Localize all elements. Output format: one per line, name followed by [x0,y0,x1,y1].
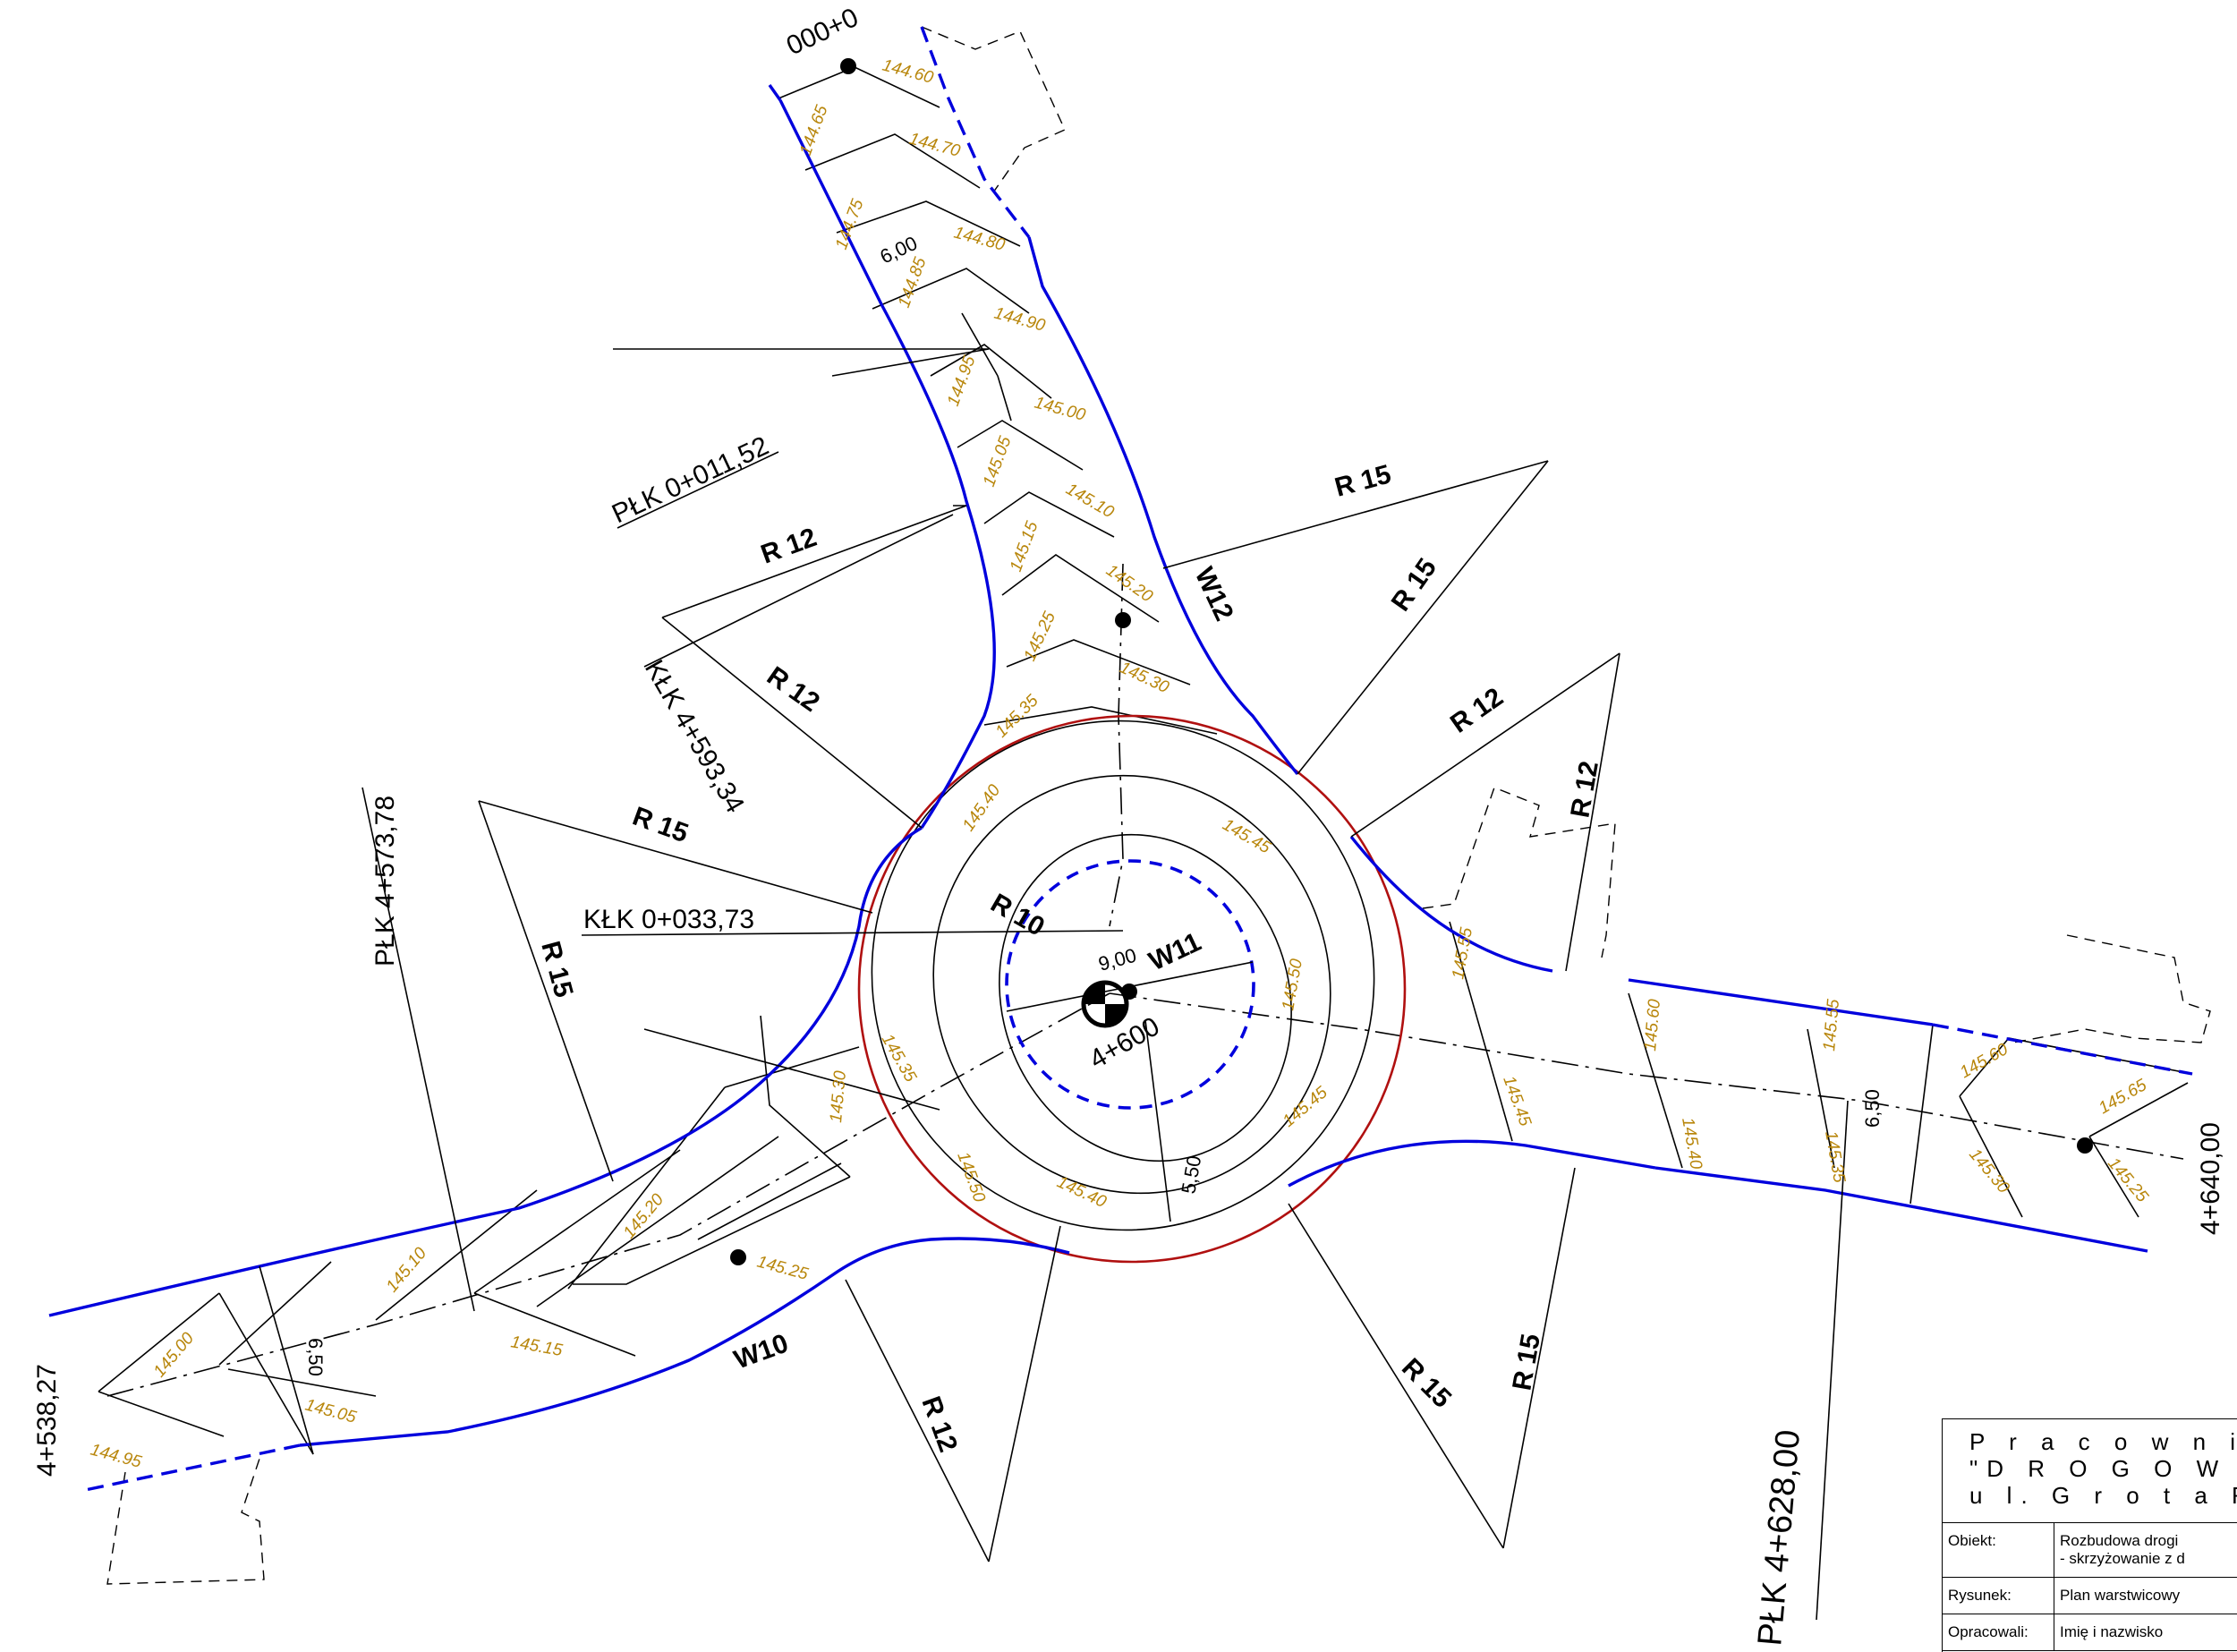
label-klk-4593: KŁK 4+593,34 [639,655,750,818]
label-w12: W12 [1189,563,1239,626]
leader-lines [259,348,1849,1621]
author-label: Opracowali: [1943,1614,2054,1650]
dim-9-00: 9,00 [1096,944,1139,975]
svg-text:145.55: 145.55 [1820,998,1843,1052]
svg-text:145.15: 145.15 [509,1333,564,1360]
svg-text:KŁK 0+033,73: KŁK 0+033,73 [583,905,754,934]
label-w11: W11 [1144,927,1205,976]
svg-text:145.05: 145.05 [303,1396,359,1427]
svg-text:144.80: 144.80 [952,224,1008,255]
svg-text:145.40: 145.40 [1678,1116,1705,1171]
svg-text:145.50: 145.50 [1279,958,1306,1012]
svg-text:145.40: 145.40 [1054,1172,1110,1212]
label-r15-4: R 15 [535,938,578,1001]
survey-points [730,58,2093,1265]
label-r15-6: R 15 [1507,1332,1546,1392]
label-r15-1: R 15 [1331,459,1394,502]
svg-text:144.95: 144.95 [89,1441,144,1472]
roundabout-inner-island [1005,859,1255,1110]
svg-text:145.10: 145.10 [383,1244,431,1296]
svg-text:145.10: 145.10 [1063,480,1118,522]
company-name-line-2: "D R O G O W N I C [1969,1455,2237,1482]
label-w10: W10 [730,1328,792,1375]
svg-text:144.95: 144.95 [944,353,980,409]
grading-lines [98,66,2193,1455]
title-row-drawing: Rysunek: Plan warstwicowy [1943,1578,2237,1614]
dim-6-50-west: 6,50 [304,1338,327,1376]
svg-text:145.25: 145.25 [755,1253,811,1284]
label-plk-4573: PŁK 4+573,78 [370,796,400,967]
svg-text:PŁK 0+011,52: PŁK 0+011,52 [608,431,773,530]
svg-text:145.25: 145.25 [1020,609,1059,664]
company-address: u l. G r o t a R o w e c [1969,1482,2237,1509]
svg-text:PŁK 4+573,78: PŁK 4+573,78 [370,796,400,967]
label-r15-5: R 15 [1396,1353,1457,1414]
label-r15-2: R 15 [1386,553,1442,617]
label-plk-4628: PŁK 4+628,00 [1751,1428,1807,1648]
svg-text:145.20: 145.20 [1102,561,1156,607]
object-label: Obiekt: [1943,1523,2054,1577]
svg-text:145.50: 145.50 [953,1150,989,1205]
parcel-outlines [106,26,2211,1585]
label-center-chainage: 4+600 [1084,1011,1164,1075]
svg-text:144.90: 144.90 [992,304,1048,336]
road-edges [48,26,2193,1492]
svg-text:PŁK 4+628,00: PŁK 4+628,00 [1751,1428,1807,1648]
title-block-header: P r a c o w n i "D R O G O W N I C u l. … [1943,1419,2237,1523]
center-symbol [1081,980,1129,1028]
label-plk-011: PŁK 0+011,52 [608,431,779,530]
svg-text:145.60: 145.60 [1957,1040,2012,1082]
dim-5-50: 5,50 [1177,1154,1205,1196]
label-klk-033: KŁK 0+033,73 [583,905,754,934]
author-value: Imię i nazwisko [2060,1623,2164,1640]
label-r12-5: R 12 [915,1392,963,1456]
title-block: P r a c o w n i "D R O G O W N I C u l. … [1942,1418,2237,1652]
object-value-line-2: - skrzyżowanie z d [2060,1550,2185,1567]
svg-text:145.00: 145.00 [1033,394,1088,425]
svg-text:145.45: 145.45 [1220,815,1274,857]
svg-text:145.45: 145.45 [1280,1083,1331,1131]
drawing-value: Plan warstwicowy [2060,1587,2181,1604]
label-r12-4: R 12 [1565,759,1604,820]
title-row-author: Opracowali: Imię i nazwisko [1943,1614,2237,1651]
label-right-end: 4+640,00 [2196,1122,2225,1235]
label-r12-3: R 12 [1445,682,1509,738]
company-name-line-1: P r a c o w n i [1969,1428,2237,1455]
drawing-label: Rysunek: [1943,1578,2054,1614]
svg-text:144.70: 144.70 [907,130,963,161]
roundabout-outer-circle [857,714,1407,1264]
centerlines [106,563,2184,1397]
label-start-chainage: 000+0 [782,3,863,62]
svg-text:145.15: 145.15 [1007,519,1042,575]
svg-text:145.05: 145.05 [980,434,1016,490]
svg-text:145.35: 145.35 [1821,1129,1849,1184]
dim-6-50-east: 6,50 [1861,1089,1884,1128]
label-left-end: 4+538,27 [32,1364,62,1477]
svg-text:145.20: 145.20 [620,1190,668,1242]
svg-text:145.45: 145.45 [1499,1074,1535,1129]
svg-text:145.30: 145.30 [827,1069,850,1123]
svg-text:145.40: 145.40 [959,781,1005,835]
svg-text:144.65: 144.65 [796,103,832,158]
label-r15-3: R 15 [629,802,693,849]
svg-text:145.30: 145.30 [1117,658,1172,697]
svg-text:145.65: 145.65 [2096,1076,2150,1118]
svg-text:145.60: 145.60 [1641,998,1664,1052]
svg-text:145.00: 145.00 [150,1329,199,1381]
object-value: Rozbudowa drogi - skrzyżowanie z d [2054,1523,2190,1577]
svg-text:145.35: 145.35 [878,1031,920,1086]
object-value-line-1: Rozbudowa drogi [2060,1532,2179,1549]
svg-text:144.85: 144.85 [895,255,931,311]
label-r12-2: R 12 [761,661,825,718]
title-row-object: Obiekt: Rozbudowa drogi - skrzyżowanie z… [1943,1523,2237,1578]
